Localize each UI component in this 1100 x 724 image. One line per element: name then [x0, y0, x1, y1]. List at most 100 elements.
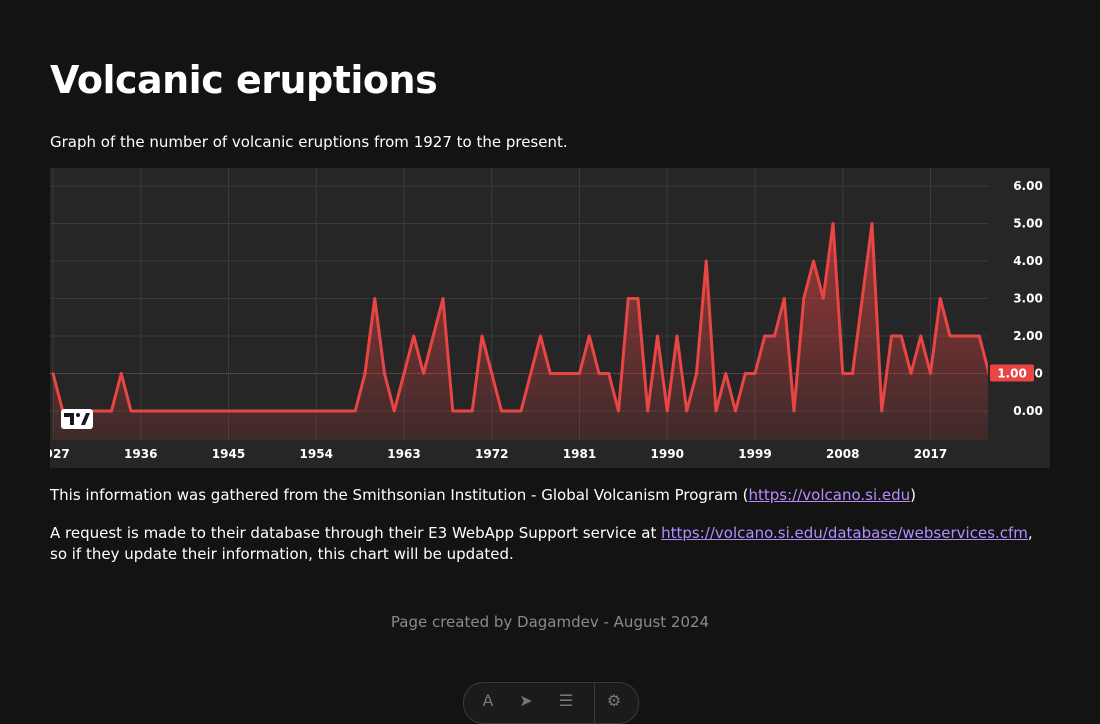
y-tick-label: 3.00 — [1013, 292, 1043, 306]
data-point — [168, 409, 172, 413]
data-point — [285, 409, 289, 413]
data-point — [334, 409, 337, 413]
data-point — [539, 334, 542, 338]
data-point — [451, 409, 454, 413]
data-point — [919, 334, 922, 338]
data-point — [461, 409, 464, 413]
y-tick-label: 0.00 — [1013, 404, 1043, 418]
last-value-label: 1.00 — [997, 367, 1027, 381]
data-point — [490, 372, 493, 375]
data-point — [178, 409, 181, 413]
data-point — [939, 297, 942, 300]
data-point — [422, 372, 425, 375]
source-paragraph: This information was gathered from the S… — [50, 486, 1050, 504]
data-point — [256, 409, 259, 413]
page-footer: Page created by Dagamdev - August 2024 — [390, 613, 710, 631]
data-point — [568, 372, 571, 375]
data-point — [393, 409, 396, 413]
data-point — [120, 372, 123, 375]
toolbar-divider — [594, 683, 595, 723]
webservices-link[interactable]: https://volcano.si.edu/database/webservi… — [661, 524, 1028, 542]
data-point — [519, 409, 523, 413]
y-tick-label: 5.00 — [1013, 217, 1043, 231]
cursor-icon[interactable]: ➤ — [519, 691, 533, 710]
data-point — [558, 372, 562, 375]
last-value-badge — [990, 364, 1034, 382]
page-subtitle: Graph of the number of volcanic eruption… — [50, 133, 568, 151]
data-point — [373, 297, 376, 300]
data-point — [344, 409, 347, 413]
area-fill — [53, 223, 989, 440]
data-point — [198, 409, 201, 413]
source-prefix: This information was gathered from the S… — [50, 486, 749, 504]
x-tick-label: 1927 — [50, 447, 70, 461]
data-point — [890, 334, 893, 338]
x-tick-label: 1936 — [124, 447, 157, 461]
x-tick-label: 1999 — [738, 447, 771, 461]
data-point — [831, 222, 835, 225]
data-point — [666, 409, 669, 413]
request-suffix: , so if they update their information, t… — [50, 524, 1033, 563]
data-point — [714, 409, 718, 413]
data-point — [500, 409, 503, 413]
data-point — [861, 297, 864, 300]
data-point — [51, 372, 55, 375]
notifications-icon[interactable]: ☰ — [558, 691, 574, 710]
text-size-icon[interactable]: A — [482, 691, 494, 710]
data-point — [792, 409, 796, 413]
x-tick-label: 1981 — [563, 447, 596, 461]
eruptions-chart[interactable]: 0.001.002.003.004.005.006.001.0019271936… — [50, 168, 1050, 468]
price-axis-bg — [988, 168, 1050, 468]
data-point — [315, 409, 318, 413]
x-tick-label: 2017 — [914, 447, 947, 461]
data-point — [471, 409, 474, 413]
data-point — [744, 372, 747, 375]
data-point — [441, 297, 445, 300]
request-prefix: A request is made to their database thro… — [50, 524, 662, 542]
data-point — [227, 409, 230, 413]
source-link[interactable]: https://volcano.si.edu — [748, 486, 911, 504]
y-tick-label: 4.00 — [1013, 254, 1043, 268]
data-point — [217, 409, 220, 413]
data-point — [685, 409, 688, 413]
settings-icon[interactable]: ⚙ — [606, 691, 622, 710]
data-point — [139, 409, 142, 413]
data-point — [880, 409, 883, 413]
data-point — [129, 409, 133, 413]
data-point — [354, 409, 357, 413]
data-point — [100, 409, 103, 413]
data-point — [607, 372, 610, 375]
data-point — [656, 334, 659, 338]
data-point — [510, 409, 513, 413]
data-point — [237, 409, 240, 413]
data-point — [295, 409, 298, 413]
data-point — [851, 372, 854, 375]
chart-svg[interactable]: 0.001.002.003.004.005.006.001.0019271936… — [50, 168, 1050, 468]
data-point — [188, 409, 191, 413]
data-point — [412, 334, 415, 338]
data-point — [110, 409, 113, 413]
data-point — [695, 372, 698, 375]
data-point — [948, 334, 952, 338]
data-point — [305, 409, 308, 413]
data-point — [773, 334, 776, 338]
data-point — [822, 297, 825, 300]
data-point — [149, 409, 152, 413]
data-point — [383, 372, 386, 375]
data-point — [363, 372, 367, 375]
x-tick-label: 1963 — [387, 447, 420, 461]
data-point — [432, 334, 435, 338]
data-point — [705, 259, 708, 263]
data-point — [646, 409, 649, 413]
source-suffix: ) — [910, 486, 916, 504]
data-point — [588, 334, 591, 338]
x-tick-label: 1990 — [651, 447, 684, 461]
data-point — [968, 334, 971, 338]
data-point — [636, 297, 640, 300]
tradingview-logo[interactable] — [61, 409, 93, 429]
data-point — [617, 409, 620, 413]
data-point — [159, 409, 162, 413]
data-point — [802, 297, 805, 300]
data-point — [402, 372, 406, 375]
x-tick-label: 2008 — [826, 447, 859, 461]
